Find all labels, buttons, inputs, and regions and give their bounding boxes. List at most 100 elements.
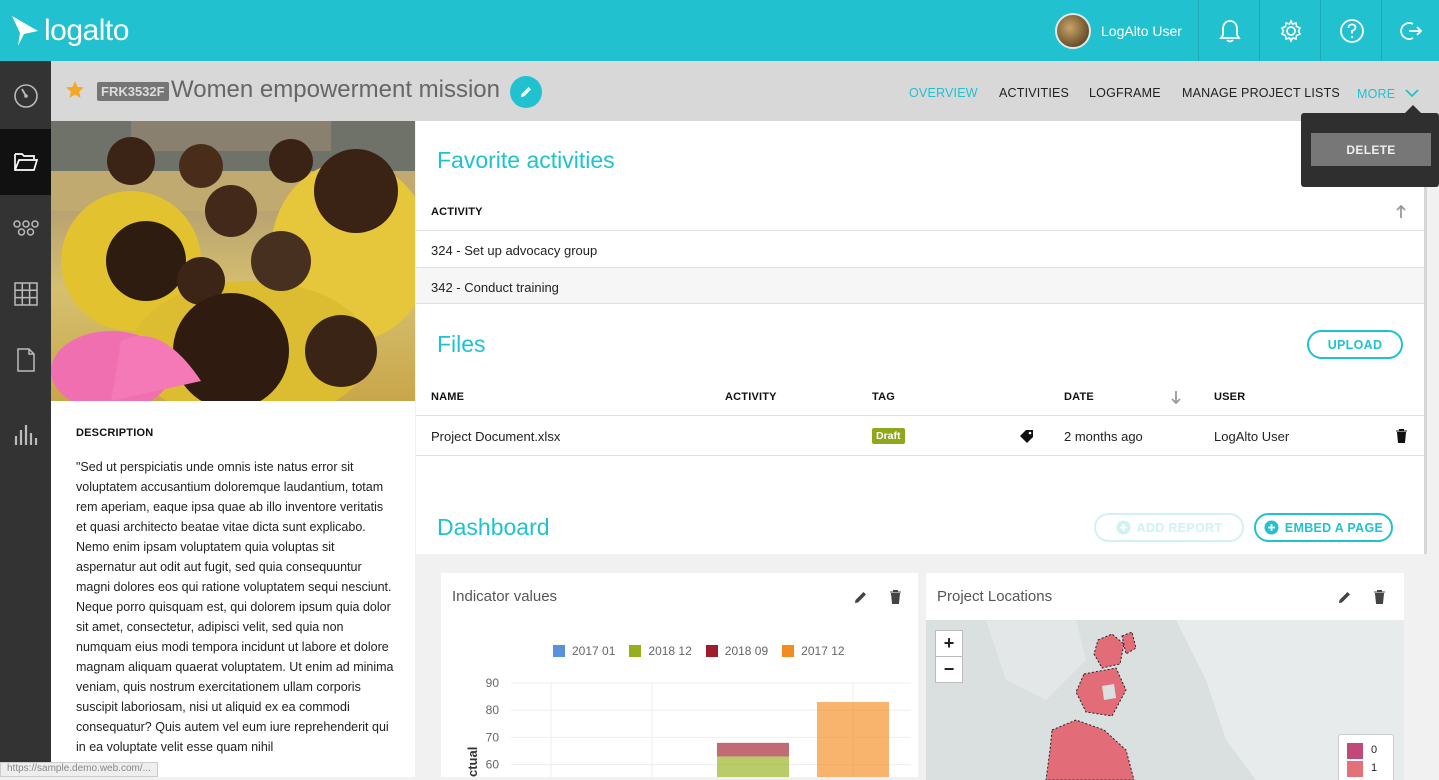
top-bar: logalto LogAlto User bbox=[0, 0, 1439, 61]
locations-card-title: Project Locations bbox=[937, 588, 1053, 605]
map-canvas bbox=[926, 620, 1404, 780]
page-title: Women empowerment mission bbox=[171, 76, 501, 103]
sidebar-item-projects[interactable] bbox=[0, 129, 51, 195]
logout-icon bbox=[1399, 21, 1422, 40]
plus-circle-icon bbox=[1116, 520, 1131, 535]
network-icon bbox=[12, 220, 39, 236]
legend-swatch bbox=[705, 645, 718, 657]
project-locations-card: Project Locations + − 0 1 bbox=[926, 573, 1404, 780]
legend-label[interactable]: 2017 01 bbox=[572, 644, 616, 658]
activity-column-header[interactable]: ACTIVITY bbox=[725, 391, 777, 403]
delete-button[interactable]: DELETE bbox=[1311, 133, 1431, 166]
logo-bird-icon bbox=[12, 16, 38, 46]
bar-chart-icon bbox=[14, 425, 37, 445]
file-user: LogAlto User bbox=[1214, 429, 1290, 444]
help-icon bbox=[1339, 18, 1364, 43]
legend-swatch bbox=[782, 645, 795, 657]
gear-icon bbox=[1280, 18, 1301, 43]
zoom-in-button[interactable]: + bbox=[935, 630, 963, 657]
pencil-icon[interactable] bbox=[854, 590, 868, 604]
logo-text: logalto bbox=[44, 14, 129, 47]
grid-icon bbox=[13, 282, 38, 306]
sidebar-item-network[interactable] bbox=[0, 195, 51, 261]
help-button[interactable] bbox=[1320, 0, 1382, 61]
upload-button[interactable]: UPLOAD bbox=[1307, 330, 1403, 359]
tab-more[interactable]: MORE bbox=[1357, 87, 1396, 101]
tab-activities[interactable]: ACTIVITIES bbox=[999, 86, 1070, 100]
map-legend: 0 1 bbox=[1338, 734, 1394, 780]
trash-icon[interactable] bbox=[1396, 429, 1407, 443]
chevron-down-icon[interactable] bbox=[1404, 88, 1420, 98]
sort-down-icon[interactable] bbox=[1170, 390, 1182, 404]
legend-label[interactable]: 2017 12 bbox=[801, 644, 845, 658]
project-header: FRK3532F Women empowerment mission OVERV… bbox=[51, 61, 1439, 121]
edit-project-button[interactable] bbox=[510, 76, 542, 108]
sidebar-item-grid[interactable] bbox=[0, 261, 51, 327]
user-column-header[interactable]: USER bbox=[1214, 391, 1246, 403]
user-menu[interactable]: LogAlto User bbox=[1046, 0, 1198, 61]
description-title: DESCRIPTION bbox=[76, 427, 154, 439]
table-row[interactable]: 324 - Set up advocacy group bbox=[416, 230, 1424, 267]
settings-button[interactable] bbox=[1259, 0, 1321, 61]
legend-label[interactable]: 2018 12 bbox=[648, 644, 692, 658]
favorite-activities-title: Favorite activities bbox=[437, 147, 615, 173]
activity-column-header[interactable]: ACTIVITY bbox=[431, 206, 483, 218]
legend-swatch bbox=[629, 645, 642, 657]
add-report-label: ADD REPORT bbox=[1136, 520, 1223, 535]
project-summary-panel: DESCRIPTION "Sed ut perspiciatis unde om… bbox=[51, 121, 415, 777]
tab-overview[interactable]: OVERVIEW bbox=[909, 86, 978, 100]
logout-button[interactable] bbox=[1381, 0, 1439, 61]
dashboard-title: Dashboard bbox=[437, 514, 550, 540]
tag-column-header[interactable]: TAG bbox=[872, 391, 896, 403]
name-column-header[interactable]: NAME bbox=[431, 391, 465, 403]
y-tick-label: 80 bbox=[486, 703, 500, 717]
status-badge: Draft bbox=[872, 428, 905, 444]
activity-name[interactable]: 324 - Set up advocacy group bbox=[431, 243, 598, 258]
tag-icon[interactable] bbox=[1019, 429, 1034, 443]
activity-name[interactable]: 342 - Conduct training bbox=[431, 280, 559, 295]
pencil-icon[interactable] bbox=[1338, 590, 1352, 604]
logo[interactable]: logalto bbox=[10, 12, 129, 50]
project-photo bbox=[51, 121, 415, 401]
legend-swatch bbox=[553, 645, 565, 657]
indicator-values-card: Indicator values 2017 01 2018 12 2018 09… bbox=[441, 573, 918, 777]
scrollbar[interactable] bbox=[1424, 121, 1427, 554]
main-content: Favorite activities ACTIVITY 324 - Set u… bbox=[416, 121, 1424, 554]
table-row[interactable]: Project Document.xlsx Draft 2 months ago… bbox=[416, 415, 1424, 456]
indicator-card-title: Indicator values bbox=[452, 588, 558, 605]
embed-page-button[interactable]: EMBED A PAGE bbox=[1254, 513, 1393, 542]
trash-icon[interactable] bbox=[1374, 590, 1385, 604]
legend-swatch bbox=[1347, 761, 1363, 777]
project-locations-map[interactable]: + − 0 1 bbox=[926, 620, 1404, 780]
sidebar-item-dashboard[interactable] bbox=[0, 63, 51, 129]
sidebar-item-reports[interactable] bbox=[0, 401, 51, 467]
legend-label[interactable]: 2018 09 bbox=[724, 644, 769, 658]
y-tick-label: 60 bbox=[486, 758, 500, 772]
tab-manage-project-lists[interactable]: MANAGE PROJECT LISTS bbox=[1182, 86, 1340, 100]
indicator-bar-chart: 90 80 70 60 ctual bbox=[465, 676, 911, 777]
y-axis-label: ctual bbox=[465, 747, 480, 777]
file-name[interactable]: Project Document.xlsx bbox=[431, 429, 561, 444]
star-icon[interactable] bbox=[65, 80, 85, 100]
add-report-button[interactable]: ADD REPORT bbox=[1094, 513, 1244, 542]
legend-label: 1 bbox=[1371, 762, 1378, 774]
y-tick-label: 90 bbox=[486, 676, 500, 690]
date-column-header[interactable]: DATE bbox=[1064, 391, 1094, 403]
sort-up-icon[interactable] bbox=[1395, 205, 1407, 219]
sidebar-item-documents[interactable] bbox=[0, 327, 51, 393]
folder-open-icon bbox=[13, 153, 38, 171]
table-row[interactable]: 342 - Conduct training bbox=[416, 267, 1424, 304]
bar-2018-12 bbox=[717, 756, 789, 777]
trash-icon[interactable] bbox=[890, 590, 901, 604]
zoom-out-button[interactable]: − bbox=[935, 656, 963, 683]
notifications-button[interactable] bbox=[1198, 0, 1260, 61]
user-name: LogAlto User bbox=[1101, 22, 1182, 39]
status-bar-url: https://sample.demo.web.com/... bbox=[0, 762, 158, 777]
bar-2017-12 bbox=[817, 702, 889, 777]
more-dropdown-menu: DELETE bbox=[1301, 105, 1439, 187]
sidebar bbox=[0, 61, 51, 777]
tab-logframe[interactable]: LOGFRAME bbox=[1089, 86, 1161, 100]
chart-legend: 2017 01 2018 12 2018 09 2017 12 bbox=[553, 644, 845, 658]
document-icon bbox=[16, 348, 35, 372]
files-title: Files bbox=[437, 331, 486, 357]
